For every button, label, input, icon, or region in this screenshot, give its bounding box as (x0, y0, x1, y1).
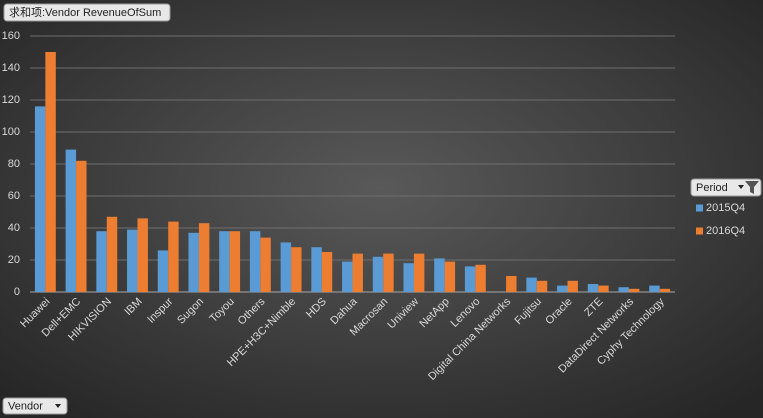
legend-swatch (696, 204, 703, 212)
legend-label: 2015Q4 (706, 202, 745, 214)
bar (475, 264, 486, 292)
dropdown-arrow (738, 185, 744, 189)
bar (65, 149, 77, 292)
bar (659, 288, 671, 292)
bar (587, 284, 599, 292)
bar (321, 252, 333, 292)
y-tick-label: 60 (8, 190, 20, 202)
y-tick-label: 160 (2, 30, 20, 42)
bar (567, 280, 578, 292)
bar (628, 288, 640, 292)
bar (34, 106, 46, 293)
bar (372, 256, 384, 292)
bar (598, 285, 609, 292)
bar (188, 232, 199, 292)
y-tick-label: 20 (8, 254, 20, 266)
y-tick-label: 120 (2, 94, 20, 106)
button-box (3, 3, 171, 22)
dropdown-arrow (55, 404, 61, 408)
axis-field-button[interactable]: Vendor (2, 397, 68, 415)
bar (137, 218, 148, 292)
bar (168, 221, 179, 292)
y-tick-label: 0 (14, 286, 20, 298)
bar (352, 253, 363, 292)
y-tick-label: 80 (8, 158, 20, 170)
button-box (2, 397, 68, 415)
bar (106, 216, 118, 292)
button-box (690, 178, 762, 197)
y-tick-label: 100 (2, 126, 20, 138)
bar (536, 280, 548, 292)
bar (434, 258, 445, 292)
y-tick-label: 140 (2, 62, 20, 74)
bar (311, 247, 322, 292)
bar (526, 277, 537, 292)
filter-icon (745, 181, 759, 194)
bar (403, 263, 414, 292)
bar (260, 237, 271, 292)
y-tick-label: 40 (8, 222, 20, 234)
bar (249, 231, 261, 292)
value-field-button[interactable]: 求和项:Vendor RevenueOfSum (3, 3, 171, 22)
bar (127, 229, 138, 292)
bar (444, 261, 456, 292)
legend-field-label: Period (696, 182, 728, 194)
bar (219, 231, 230, 292)
bar (229, 231, 241, 292)
axis-field-label: Vendor (8, 400, 43, 412)
bar (198, 223, 210, 292)
bar (506, 276, 517, 292)
bar (291, 247, 302, 292)
bar (618, 287, 629, 292)
bar (280, 242, 292, 292)
bar (76, 160, 87, 292)
value-field-label: 求和项:Vendor RevenueOfSum (9, 6, 161, 19)
legend-label: 2016Q4 (706, 225, 745, 237)
bar (157, 250, 169, 292)
legend-field-button[interactable]: Period (690, 178, 762, 197)
bar (96, 231, 107, 292)
bar (45, 52, 56, 292)
bar (464, 266, 476, 292)
bar (413, 253, 425, 292)
bar (342, 261, 353, 292)
bar (383, 253, 394, 292)
legend-swatch (696, 227, 703, 235)
bar (649, 285, 660, 292)
bar (557, 285, 568, 292)
